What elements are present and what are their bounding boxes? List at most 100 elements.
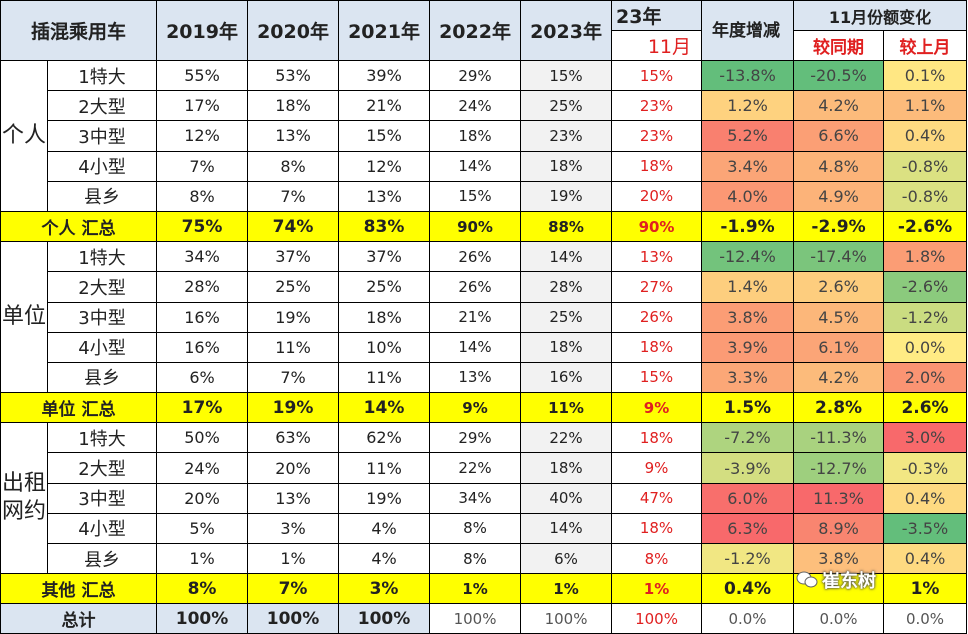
table-cell: 6.6% (793, 120, 885, 152)
summary-cell: 0.4% (701, 573, 795, 605)
table-row: 县乡 8% 7% 13% 15% 19% 20% 4.0% 4.9% -0.8% (1, 180, 968, 212)
table-cell: 28% (156, 271, 249, 303)
table-cell: -20.5% (793, 59, 885, 92)
table-cell: 23% (611, 90, 703, 122)
table-row: 3中型 16% 19% 18% 21% 25% 26% 3.8% 4.5% -1.2% (1, 301, 968, 333)
table-cell: 4% (338, 512, 431, 545)
summary-cell: 11% (520, 392, 613, 424)
table-cell: 0.1% (883, 59, 968, 92)
table-cell: -2.6% (883, 271, 968, 303)
table-cell: 7% (247, 180, 340, 212)
table-cell: 13% (247, 120, 340, 152)
summary-cell: 1.5% (701, 392, 795, 424)
yoy-header: 较同期 (793, 30, 885, 61)
table-cell: 13% (338, 180, 431, 212)
table-cell: 0.4% (883, 482, 968, 514)
table-cell: 18% (520, 150, 613, 182)
total-cell: 100% (611, 603, 703, 634)
table-cell: -0.3% (883, 452, 968, 484)
table-cell: 18% (520, 452, 613, 484)
table-cell: 15% (429, 180, 522, 212)
summary-cell: 83% (338, 210, 431, 243)
year-2023-header: 2023年 (520, 0, 613, 61)
table-row: 4小型 7% 8% 12% 14% 18% 18% 3.4% 4.8% -0.8% (1, 150, 968, 182)
header-row-2: 11月 较同期 较上月 (1, 30, 968, 61)
table-cell: 18% (247, 90, 340, 122)
table-cell: 3.3% (701, 361, 795, 394)
table-cell: 3.4% (701, 150, 795, 182)
summary-cell: 1% (611, 573, 703, 605)
table-cell: 6% (520, 542, 613, 575)
table-cell: 8% (156, 180, 249, 212)
table-row: 县乡 6% 7% 11% 13% 16% 15% 3.3% 4.2% 2.0% (1, 361, 968, 394)
table-cell: 14% (520, 241, 613, 273)
summary-cell: 90% (611, 210, 703, 243)
table-row: 4小型 5% 3% 4% 8% 14% 18% 6.3% 8.9% -3.5% (1, 512, 968, 545)
table-cell: 20% (156, 482, 249, 514)
row-label: 2大型 (46, 271, 158, 303)
summary-row: 其他 汇总 8% 7% 3% 1% 1% 1% 0.4% 1% (0, 573, 968, 605)
table-cell: -1.2% (701, 542, 795, 575)
col23-month-header: 11月 (611, 30, 703, 61)
table-cell: 24% (429, 90, 522, 122)
table-cell: 1.1% (883, 90, 968, 122)
table-cell: 25% (338, 271, 431, 303)
summary-cell: 90% (429, 210, 522, 243)
table-cell: 23% (611, 120, 703, 152)
total-cell: 100% (247, 603, 340, 634)
table-cell: -13.8% (701, 59, 795, 92)
summary-label: 个人 汇总 (0, 210, 158, 243)
table-cell: 13% (247, 482, 340, 514)
table-cell: 12% (156, 120, 249, 152)
total-cell: 100% (338, 603, 431, 634)
table-cell: 4.0% (701, 180, 795, 212)
total-label: 总计 (0, 603, 158, 634)
table-cell: 53% (247, 59, 340, 92)
summary-cell: 14% (338, 392, 431, 424)
table-row: 2大型 17% 18% 21% 24% 25% 23% 1.2% 4.2% 1.1% (1, 90, 968, 122)
table-cell: 63% (247, 422, 340, 454)
table-cell: 10% (338, 331, 431, 363)
table-cell: 3.8% (701, 301, 795, 333)
table-cell: 11% (247, 331, 340, 363)
table-cell: 40% (520, 482, 613, 514)
table-cell: 37% (338, 241, 431, 273)
table-row: 2大型 28% 25% 25% 26% 28% 27% 1.4% 2.6% -2.6% (1, 271, 968, 303)
table-cell: 8% (611, 542, 703, 575)
table-cell: 9% (611, 452, 703, 484)
total-cell: 100% (429, 603, 522, 634)
table-cell: 8% (429, 542, 522, 575)
table-cell: 20% (247, 452, 340, 484)
group-label: 个人 (0, 60, 48, 212)
summary-cell: 2.6% (883, 392, 968, 424)
table-cell: 29% (429, 422, 522, 454)
header-row-1: 插混乘用车 2019年 2020年 2021年 2022年 2023年 23年 … (0, 0, 968, 61)
table-cell: 18% (520, 331, 613, 363)
table-cell: 8% (247, 150, 340, 182)
row-label: 4小型 (46, 331, 158, 363)
row-label: 1特大 (46, 241, 158, 273)
table-cell: 4% (338, 542, 431, 575)
table-cell: 34% (156, 241, 249, 273)
table-cell: 14% (429, 331, 522, 363)
table-cell: 16% (156, 331, 249, 363)
table-cell: 7% (247, 361, 340, 394)
total-cell: 100% (156, 603, 249, 634)
table-cell: 13% (429, 361, 522, 394)
table-cell: -1.2% (883, 301, 968, 333)
nov-change-header: 11月份额变化 (793, 0, 968, 31)
table-cell: 26% (611, 301, 703, 333)
table-cell: -0.8% (883, 180, 968, 212)
table-cell: 8.9% (793, 512, 885, 545)
table-cell: -7.2% (701, 422, 795, 454)
table-cell: 2.0% (883, 361, 968, 394)
table-cell: 14% (520, 512, 613, 545)
row-label: 县乡 (46, 542, 158, 575)
summary-cell: 88% (520, 210, 613, 243)
table-row: 出租网约 1特大 50% 63% 62% 29% 22% 18% -7.2% -11.3% 3.0% (0, 422, 968, 575)
year-2019-header: 2019年 (156, 0, 249, 61)
table-cell: 0.4% (883, 120, 968, 152)
table-cell: 29% (429, 59, 522, 92)
table-cell: 62% (338, 422, 431, 454)
